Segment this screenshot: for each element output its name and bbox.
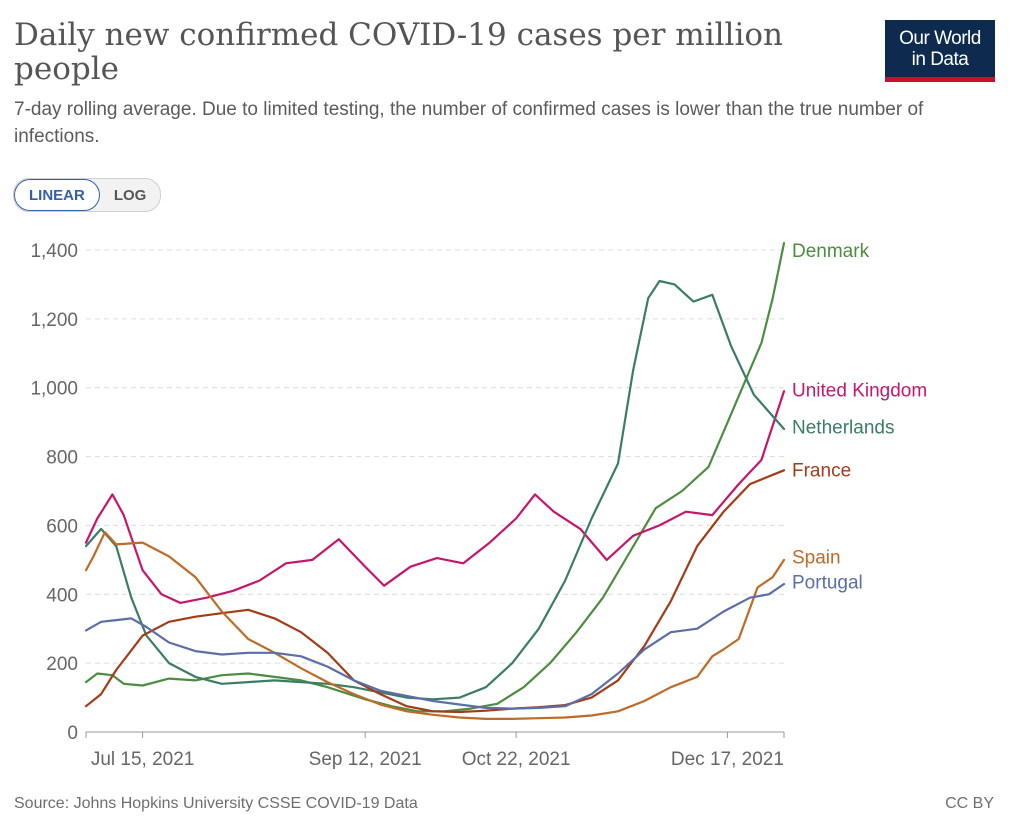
series-line-france[interactable]: [84, 469, 786, 714]
x-tick-label: Jul 15, 2021: [91, 749, 195, 770]
series-label-united-kingdom[interactable]: United Kingdom: [792, 380, 927, 401]
y-tick-label: 200: [46, 654, 78, 675]
license-link[interactable]: CC BY: [945, 795, 994, 812]
line-chart: 0 200 400 600 800 1,000 1,200 1,400 Jul 15, 2021…: [30, 241, 927, 770]
series-line-spain[interactable]: [84, 531, 786, 720]
series-line-netherlands[interactable]: [84, 279, 786, 701]
log-scale-button[interactable]: LOG: [100, 179, 160, 211]
series-label-denmark[interactable]: Denmark: [792, 241, 870, 262]
series-label-france[interactable]: France: [792, 460, 851, 481]
chart-subtitle: 7-day rolling average. Due to limited te…: [14, 99, 924, 147]
y-tick-label: 800: [46, 448, 78, 469]
source-note[interactable]: Source: Johns Hopkins University CSSE CO…: [14, 795, 418, 812]
y-tick-label: 0: [67, 723, 78, 744]
y-tick-label: 1,000: [30, 379, 78, 400]
our-world-in-data-logo[interactable]: Our World in Data: [885, 20, 995, 82]
y-tick-label: 1,400: [30, 241, 78, 262]
y-tick-label: 400: [46, 585, 78, 606]
series-label-spain[interactable]: Spain: [792, 547, 841, 568]
scale-toggle: LINEAR LOG: [13, 178, 162, 212]
series-label-netherlands[interactable]: Netherlands: [792, 417, 894, 438]
series-line-portugal[interactable]: [84, 582, 786, 710]
series-line-united-kingdom[interactable]: [84, 390, 786, 604]
linear-scale-button[interactable]: LINEAR: [14, 179, 100, 211]
series-label-portugal[interactable]: Portugal: [792, 573, 863, 594]
series-line-denmark[interactable]: [84, 242, 786, 713]
x-tick-label: Sep 12, 2021: [309, 749, 422, 770]
logo-line-1: Our World: [899, 28, 981, 49]
x-tick-label: Dec 17, 2021: [671, 749, 784, 770]
y-tick-label: 1,200: [30, 310, 78, 331]
x-tick-label: Oct 22, 2021: [462, 749, 571, 770]
y-tick-label: 600: [46, 516, 78, 537]
logo-line-2: in Data: [911, 49, 969, 70]
chart-title: Daily new confirmed COVID-19 cases per m…: [14, 17, 783, 87]
